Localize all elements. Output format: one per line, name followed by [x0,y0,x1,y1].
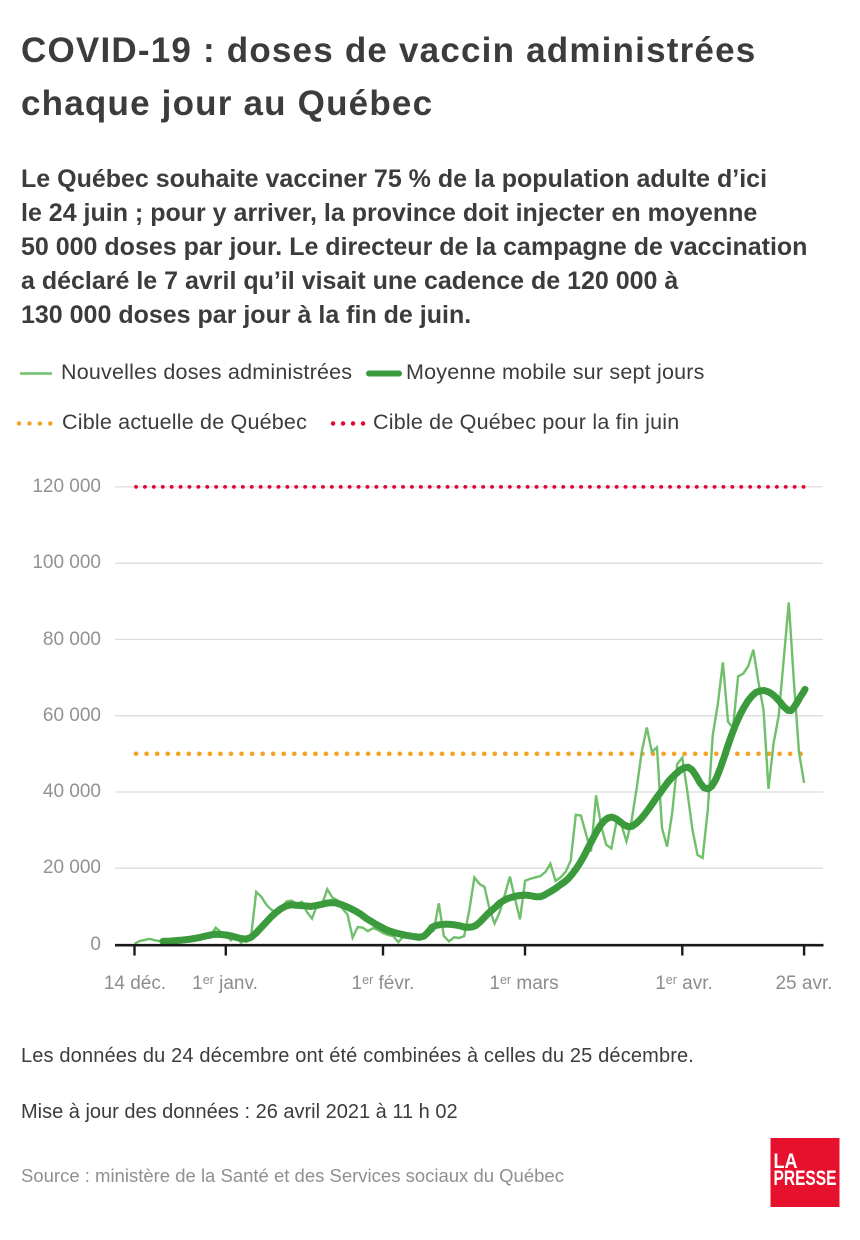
svg-text:LA: LA [774,1150,798,1173]
svg-text:PRESSE: PRESSE [774,1167,837,1190]
